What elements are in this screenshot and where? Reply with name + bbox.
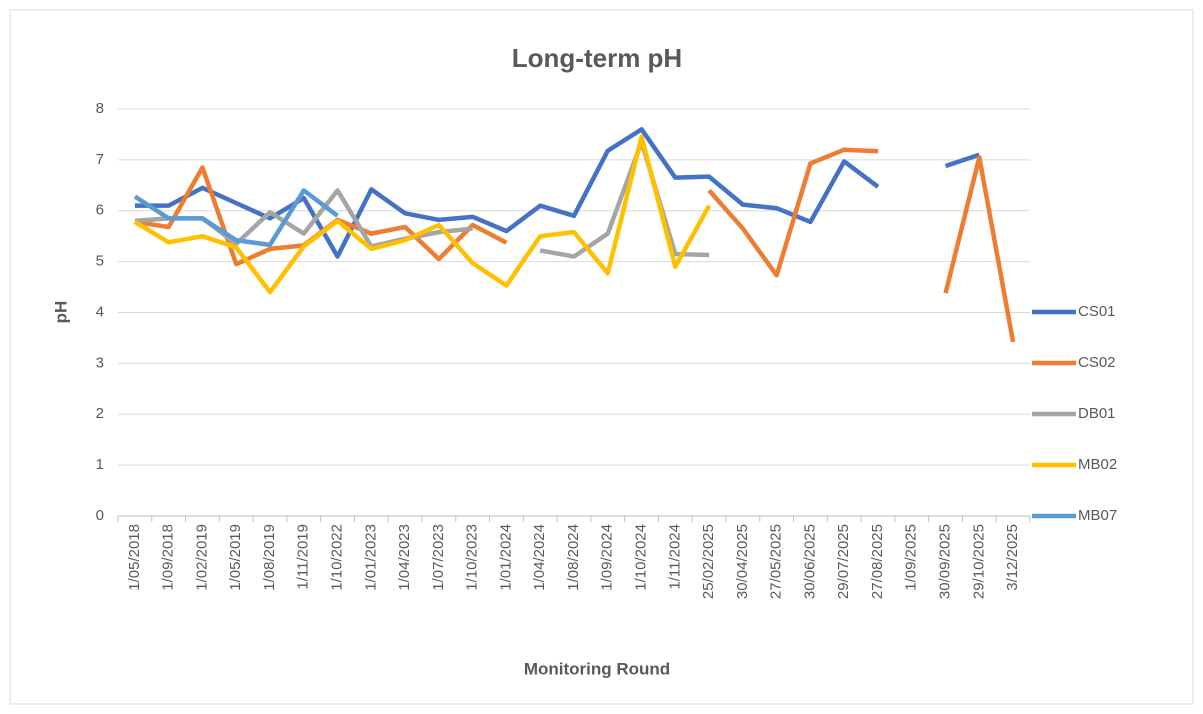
x-tick-label: 27/08/2025 <box>869 524 886 599</box>
x-tick-label: 1/09/2025 <box>903 524 920 591</box>
x-tick-label: 1/04/2023 <box>396 524 413 591</box>
x-tick-label: 1/04/2024 <box>531 524 548 591</box>
legend-label: CS02 <box>1078 354 1116 371</box>
x-tick-label: 1/05/2019 <box>227 524 244 591</box>
chart-title: Long-term pH <box>512 43 682 73</box>
x-tick-label: 1/08/2024 <box>565 524 582 591</box>
y-tick-label: 6 <box>96 202 104 219</box>
y-tick-label: 1 <box>96 456 104 473</box>
x-tick-label: 27/05/2025 <box>768 524 785 599</box>
y-tick-label: 3 <box>96 354 104 371</box>
x-tick-label: 1/02/2019 <box>193 524 210 591</box>
x-tick-label: 1/01/2024 <box>497 524 514 591</box>
x-tick-label: 1/07/2023 <box>430 524 447 591</box>
y-tick-label: 0 <box>96 507 104 524</box>
x-tick-label: 1/09/2024 <box>599 524 616 591</box>
x-tick-label: 3/12/2025 <box>1004 524 1021 591</box>
legend-label: DB01 <box>1078 405 1116 422</box>
chart-border <box>9 9 1194 705</box>
x-tick-label: 30/06/2025 <box>801 524 818 599</box>
x-axis-title: Monitoring Round <box>524 659 670 678</box>
y-tick-label: 4 <box>96 303 104 320</box>
y-axis-title: pH <box>51 301 70 324</box>
series-line <box>133 134 712 295</box>
x-tick-label: 1/10/2024 <box>633 524 650 591</box>
series-line <box>134 127 981 259</box>
y-tick-label: 7 <box>96 151 104 168</box>
legend-label: MB02 <box>1078 456 1117 473</box>
x-tick-label: 1/08/2019 <box>261 524 278 591</box>
x-tick-label: 1/01/2023 <box>362 524 379 591</box>
x-tick-label: 1/09/2018 <box>160 524 177 591</box>
series-line <box>133 188 339 248</box>
y-tick-label: 2 <box>96 405 104 422</box>
x-tick-label: 1/10/2022 <box>329 524 346 591</box>
x-tick-label: 30/09/2025 <box>937 524 954 599</box>
legend-label: MB07 <box>1078 507 1117 524</box>
x-tick-label: 1/05/2018 <box>126 524 143 591</box>
x-tick-label: 1/10/2023 <box>464 524 481 591</box>
x-tick-label: 29/07/2025 <box>835 524 852 599</box>
x-tick-label: 1/11/2024 <box>666 524 683 590</box>
x-tick-label: 29/10/2025 <box>970 524 987 599</box>
y-tick-label: 8 <box>96 100 104 117</box>
x-tick-label: 30/04/2025 <box>734 524 751 599</box>
legend-label: CS01 <box>1078 303 1116 320</box>
y-tick-label: 5 <box>96 253 104 270</box>
x-tick-label: 1/11/2019 <box>295 524 312 590</box>
x-tick-label: 25/02/2025 <box>700 524 717 599</box>
